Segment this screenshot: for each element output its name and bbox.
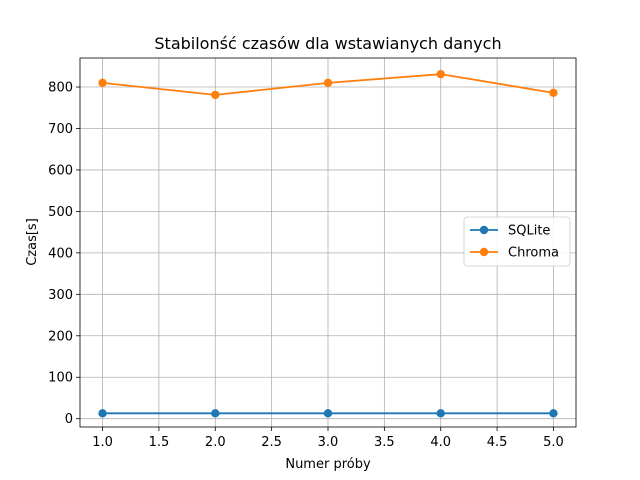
series-chroma bbox=[98, 69, 558, 100]
y-tick-label: 800 bbox=[48, 81, 73, 96]
plot-frame bbox=[79, 57, 577, 428]
data-point bbox=[436, 69, 445, 79]
x-tick-label: 2.5 bbox=[261, 435, 282, 450]
x-axis-title: Numer próby bbox=[285, 457, 371, 472]
legend-label: Chroma bbox=[508, 246, 559, 261]
legend-label: SQLite bbox=[508, 224, 550, 239]
x-tick-label: 5.0 bbox=[543, 435, 564, 450]
y-tick-label: 600 bbox=[48, 163, 73, 178]
data-point bbox=[549, 409, 558, 418]
series-sqlite bbox=[98, 409, 558, 418]
data-point bbox=[323, 409, 333, 418]
x-tick-label: 3.0 bbox=[318, 435, 339, 450]
y-tick-label: 0 bbox=[65, 412, 73, 427]
chart-title: Stabilonść czasów dla wstawianych danych bbox=[154, 34, 501, 53]
y-axis-title: Czas[s] bbox=[25, 218, 40, 266]
y-tick-label: 700 bbox=[48, 122, 73, 137]
legend-marker bbox=[479, 247, 489, 257]
data-point bbox=[211, 90, 220, 100]
legend-marker bbox=[479, 225, 489, 235]
x-tick-label: 1.0 bbox=[92, 435, 113, 450]
axes: 1.0 1.5 2.0 2.5 3.0 3.5 4.0 4.5 5.0 0 100 200 300 400… bbox=[48, 57, 577, 450]
x-tick-label: 4.5 bbox=[487, 435, 508, 450]
x-tick-label: 4.0 bbox=[430, 435, 451, 450]
data-point bbox=[98, 409, 107, 418]
data-point bbox=[323, 78, 333, 88]
y-tick-label: 300 bbox=[48, 288, 73, 303]
x-tick-label: 1.5 bbox=[149, 435, 170, 450]
legend: SQLite Chroma bbox=[463, 216, 571, 267]
data-point bbox=[98, 78, 107, 88]
data-point bbox=[549, 88, 558, 98]
data-series bbox=[98, 69, 558, 418]
y-tick-label: 200 bbox=[48, 329, 73, 344]
data-point bbox=[436, 409, 445, 418]
y-tick-label: 100 bbox=[48, 371, 73, 386]
data-point bbox=[211, 409, 220, 418]
legend-item: SQLite bbox=[470, 224, 550, 239]
y-tick-label: 500 bbox=[48, 205, 73, 220]
y-tick-label: 400 bbox=[48, 246, 73, 261]
x-tick-label: 2.0 bbox=[205, 435, 226, 450]
x-tick-label: 3.5 bbox=[374, 435, 395, 450]
legend-item: Chroma bbox=[470, 246, 559, 261]
